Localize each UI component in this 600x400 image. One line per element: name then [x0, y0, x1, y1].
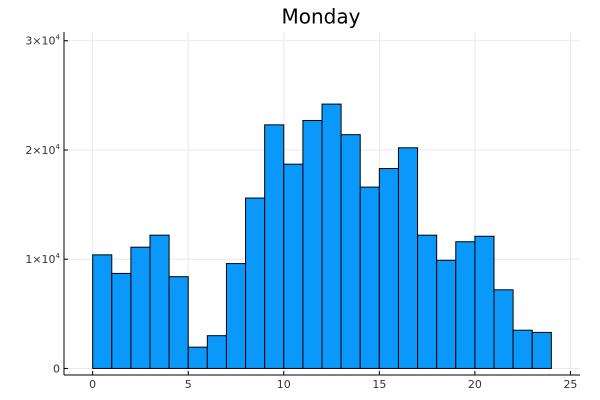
bar-10: [283, 163, 304, 369]
bar-14: [359, 186, 380, 369]
x-tick-label-2: 10: [277, 378, 291, 391]
bar-8: [245, 197, 266, 369]
bar-21: [493, 289, 514, 369]
x-tick-label-1: 5: [185, 378, 192, 391]
bar-9: [264, 124, 285, 369]
bar-17: [417, 234, 438, 369]
y-tick-label-0: 0: [53, 362, 60, 375]
bar-13: [340, 134, 361, 369]
x-tick-label-4: 20: [468, 378, 482, 391]
bar-23: [531, 331, 552, 369]
bar-5: [187, 346, 208, 369]
bar-6: [206, 335, 227, 369]
bar-0: [92, 254, 113, 369]
y-tick-label-3: 3×104: [25, 34, 60, 48]
bars-layer: [92, 103, 552, 369]
bar-18: [436, 259, 457, 369]
chart-title: Monday: [282, 5, 361, 29]
bar-15: [378, 168, 399, 369]
bar-11: [302, 119, 323, 369]
bar-16: [397, 147, 419, 369]
bar-1: [111, 272, 132, 369]
bar-22: [512, 329, 533, 369]
labels-layer: 0 5 10 15 20 25 0 1×104 2×104 3×104: [25, 34, 577, 391]
bar-20: [474, 235, 495, 369]
y-tick-label-1: 1×104: [25, 252, 60, 266]
y-tick-label-2: 2×104: [25, 143, 60, 157]
axes-layer: [63, 32, 580, 376]
bar-12: [321, 103, 342, 369]
x-tick-label-0: 0: [89, 378, 96, 391]
bar-2: [130, 246, 151, 369]
x-tick-label-3: 15: [372, 378, 386, 391]
bar-19: [455, 241, 476, 369]
x-tick-label-5: 25: [563, 378, 577, 391]
bar-3: [149, 234, 170, 369]
bar-7: [225, 263, 247, 369]
bar-4: [168, 276, 189, 369]
